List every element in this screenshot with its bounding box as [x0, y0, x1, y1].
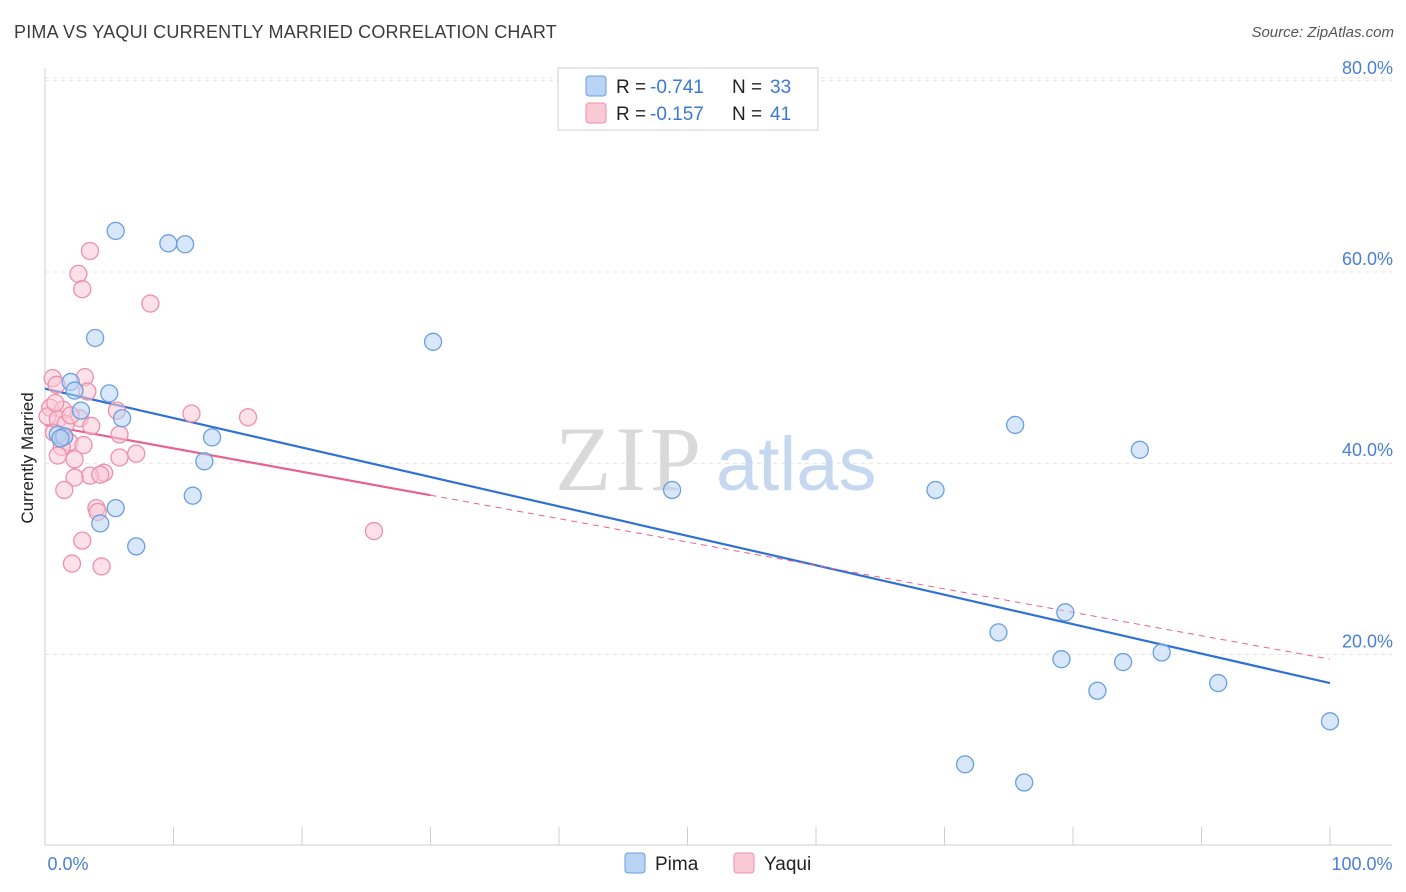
y-tick-label-60: 60.0%: [1342, 249, 1393, 269]
trend-line-yaqui: [45, 425, 431, 495]
pima-point: [72, 402, 89, 419]
pima-point: [1131, 441, 1148, 458]
pima-point: [196, 453, 213, 470]
bottom-legend-yaqui-label: Yaqui: [764, 854, 811, 875]
y-tick-label-40: 40.0%: [1342, 440, 1393, 460]
pima-point: [184, 487, 201, 504]
legend-yaqui-r-label: R =: [616, 104, 646, 125]
pima-point: [87, 329, 104, 346]
legend-pima-n-value: 33: [770, 77, 791, 98]
yaqui-point: [92, 466, 109, 483]
pima-point: [1007, 416, 1024, 433]
pima-point: [101, 385, 118, 402]
yaqui-point: [49, 447, 66, 464]
yaqui-point: [240, 409, 257, 426]
legend-yaqui-n-value: 41: [770, 104, 791, 125]
pima-point: [160, 235, 177, 252]
pima-point: [52, 430, 69, 447]
pima-point: [1057, 604, 1074, 621]
yaqui-point: [47, 394, 64, 411]
legend-yaqui-swatch: [586, 103, 606, 123]
pima-point: [664, 481, 681, 498]
yaqui-point: [183, 405, 200, 422]
pima-point: [66, 382, 83, 399]
yaqui-point: [70, 265, 87, 282]
pima-point: [114, 410, 131, 427]
yaqui-point: [111, 426, 128, 443]
yaqui-point: [93, 558, 110, 575]
pima-point: [1210, 675, 1227, 692]
yaqui-point: [81, 242, 98, 259]
legend-pima-n-label: N =: [732, 77, 762, 98]
x-tick-label-end: 100.0%: [1331, 854, 1392, 874]
yaqui-point: [63, 555, 80, 572]
watermark: ZIP atlas: [555, 408, 877, 510]
grid-lines: [45, 78, 1392, 654]
y-axis-label: Currently Married: [18, 392, 37, 523]
pima-point: [1322, 713, 1339, 730]
pima-point: [927, 481, 944, 498]
yaqui-point: [56, 481, 73, 498]
legend-pima-swatch: [586, 76, 606, 96]
legend-pima-r-value: -0.741: [650, 77, 704, 98]
pima-point: [1053, 651, 1070, 668]
y-tick-label-20: 20.0%: [1342, 631, 1393, 651]
pima-point: [957, 756, 974, 773]
pima-point: [92, 515, 109, 532]
pima-point: [1115, 654, 1132, 671]
legend-yaqui-r-value: -0.157: [650, 104, 704, 125]
yaqui-point: [74, 532, 91, 549]
watermark-atlas: atlas: [716, 422, 877, 507]
bottom-legend-yaqui-swatch: [734, 853, 754, 873]
series-legend: Pima Yaqui: [625, 853, 811, 875]
bottom-legend-pima-label: Pima: [655, 854, 699, 875]
pima-point: [107, 222, 124, 239]
pima-point: [177, 236, 194, 253]
yaqui-point: [142, 295, 159, 312]
pima-point: [204, 429, 221, 446]
pima-point: [128, 538, 145, 555]
correlation-legend: R = -0.741 N = 33 R = -0.157 N = 41: [558, 68, 818, 130]
pima-point: [1016, 774, 1033, 791]
yaqui-point: [83, 417, 100, 434]
pima-point: [107, 500, 124, 517]
bottom-legend-pima-swatch: [625, 853, 645, 873]
pima-point: [990, 624, 1007, 641]
x-tick-label-start: 0.0%: [47, 854, 88, 874]
scatter-chart: ZIP atlas 20.0% 40.0% 60.0% 80.0% 0.0% 100.0%…: [0, 0, 1406, 892]
y-tick-label-80: 80.0%: [1342, 58, 1393, 78]
legend-pima-r-label: R =: [616, 77, 646, 98]
yaqui-point: [111, 449, 128, 466]
pima-point: [1153, 644, 1170, 661]
pima-point: [425, 333, 442, 350]
yaqui-point: [128, 445, 145, 462]
yaqui-point: [74, 281, 91, 298]
yaqui-point: [66, 451, 83, 468]
watermark-zip: ZIP: [555, 408, 705, 510]
legend-yaqui-n-label: N =: [732, 104, 762, 125]
pima-point: [1089, 682, 1106, 699]
yaqui-point: [365, 523, 382, 540]
trend-line-yaqui-extrapolated: [431, 495, 1331, 659]
